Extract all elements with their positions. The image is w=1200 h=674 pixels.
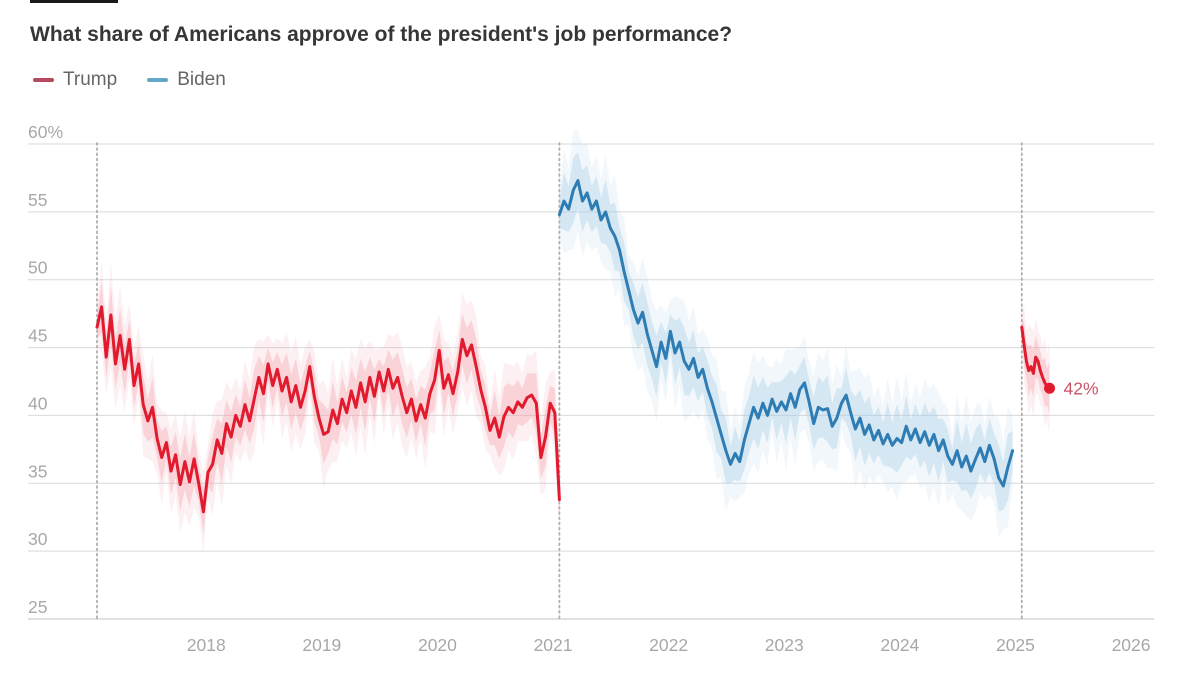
- legend-item-trump: Trump: [33, 69, 117, 91]
- trump-band: [97, 260, 560, 553]
- biden-line-swatch-icon: [147, 78, 169, 82]
- x-tick-label: 2020: [418, 635, 457, 655]
- x-tick-label: 2024: [880, 635, 919, 655]
- cropped-page-element: [30, 0, 118, 3]
- x-tick-label: 2023: [765, 635, 804, 655]
- latest-value-label: 42%: [1064, 378, 1099, 398]
- trump-second-term--line: [1020, 325, 1051, 390]
- chart-title: What share of Americans approve of the p…: [30, 23, 733, 47]
- biden-line: [557, 179, 1015, 488]
- x-tick-label: 2018: [187, 635, 226, 655]
- y-tick-label: 50: [28, 258, 48, 278]
- x-tick-label: 2021: [534, 635, 573, 655]
- legend-label-trump: Trump: [63, 69, 118, 90]
- biden-band: [559, 152, 1013, 512]
- trump-line-swatch-icon: [33, 78, 54, 82]
- x-tick-label: 2022: [649, 635, 688, 655]
- trump-band: [97, 281, 560, 535]
- y-tick-label: 55: [28, 190, 47, 210]
- x-tick-label: 2025: [996, 635, 1035, 655]
- y-tick-label: 30: [28, 529, 48, 549]
- biden-band: [559, 130, 1013, 538]
- y-tick-label: 25: [28, 597, 47, 617]
- legend: Trump Biden: [33, 69, 226, 91]
- y-tick-label: 60%: [28, 122, 63, 142]
- y-tick-label: 40: [28, 393, 48, 413]
- x-tick-label: 2019: [302, 635, 341, 655]
- y-tick-label: 35: [28, 461, 47, 481]
- latest-value-dot: [1044, 382, 1056, 394]
- trump-line: [95, 305, 561, 514]
- legend-item-biden: Biden: [147, 69, 226, 91]
- y-tick-label: 45: [28, 326, 47, 346]
- x-tick-label: 2026: [1112, 635, 1151, 655]
- trump-second-term--band: [1021, 304, 1050, 436]
- legend-label-biden: Biden: [177, 69, 226, 90]
